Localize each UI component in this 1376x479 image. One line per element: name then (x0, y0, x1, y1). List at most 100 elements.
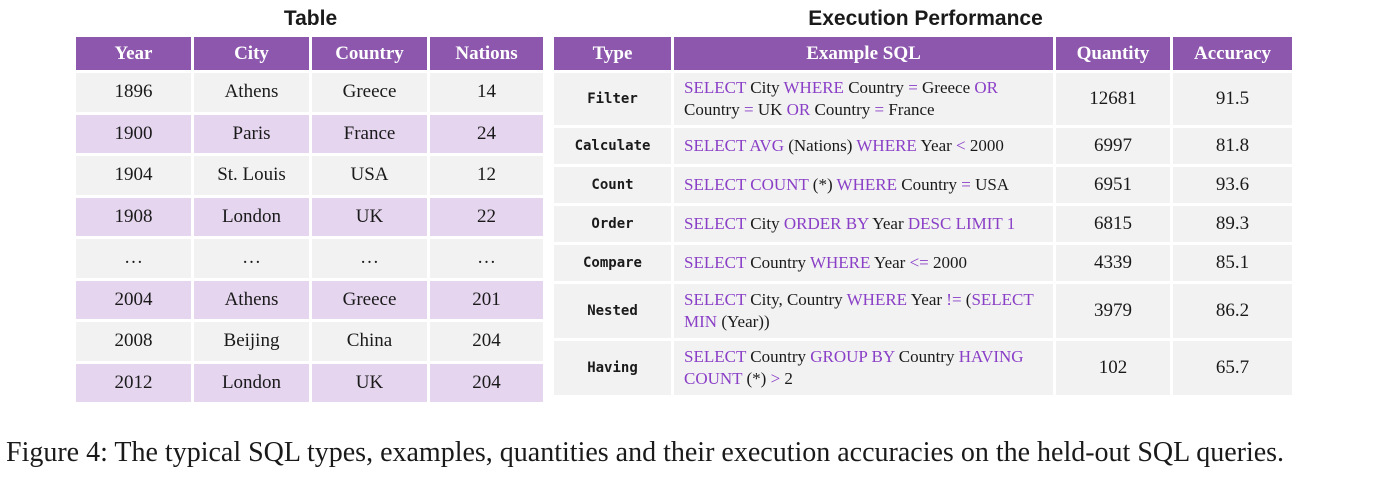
sql-keyword: WHERE (836, 175, 897, 194)
cell-year: 2004 (76, 280, 191, 319)
performance-table-body: Filter SELECT City WHERE Country = Greece… (554, 73, 1292, 395)
cell-year: 1900 (76, 114, 191, 153)
sql-text: Country (746, 347, 811, 366)
sql-text: Country (896, 175, 962, 194)
cell-quantity: 102 (1056, 341, 1170, 395)
cell-city: Athens (194, 280, 309, 319)
column-header-country: Country (312, 37, 427, 70)
cell-example-sql: SELECT Country GROUP BY Country HAVING C… (674, 341, 1053, 395)
sql-text: Country (843, 78, 909, 97)
cell-accuracy: 85.1 (1173, 245, 1292, 281)
cell-country: Greece (312, 73, 427, 112)
cell-year: … (76, 239, 191, 278)
sql-keyword: WHERE (783, 78, 844, 97)
cell-accuracy: 93.6 (1173, 167, 1292, 203)
sql-text: 2 (780, 369, 793, 388)
cell-accuracy: 91.5 (1173, 73, 1292, 125)
sql-keyword: = (961, 175, 971, 194)
cell-country: Greece (312, 280, 427, 319)
sql-keyword: = (743, 100, 754, 119)
sql-text: Country (810, 100, 875, 119)
table-row: ………… (76, 239, 543, 278)
cell-sql-type: Calculate (554, 128, 671, 164)
sql-text: (Nations) (783, 136, 857, 155)
cell-country: UK (312, 363, 427, 402)
sql-keyword: SELECT AVG (684, 136, 784, 155)
sql-keyword: != (946, 290, 962, 309)
sql-text: Country (894, 347, 959, 366)
cell-quantity: 6815 (1056, 206, 1170, 242)
cell-nations: … (430, 239, 543, 278)
sql-text: Greece (917, 78, 975, 97)
sql-keyword: WHERE (809, 253, 871, 272)
cell-nations: 14 (430, 73, 543, 112)
sql-text: (Year)) (717, 312, 770, 331)
cell-quantity: 6997 (1056, 128, 1170, 164)
cell-nations: 204 (430, 322, 543, 361)
cell-city: St. Louis (194, 156, 309, 195)
table-row: 2004 Athens Greece 201 (76, 280, 543, 319)
sql-keyword: SELECT MIN (684, 290, 1034, 331)
cell-example-sql: SELECT AVG (Nations) WHERE Year < 2000 (674, 128, 1053, 164)
cell-year: 1904 (76, 156, 191, 195)
cell-sql-type: Order (554, 206, 671, 242)
cell-accuracy: 89.3 (1173, 206, 1292, 242)
cell-example-sql: SELECT City WHERE Country = Greece OR Co… (674, 73, 1053, 125)
cell-example-sql: SELECT City, Country WHERE Year != (SELE… (674, 284, 1053, 338)
sql-keyword: SELECT (684, 253, 747, 272)
sql-keyword: = (908, 78, 918, 97)
sql-keyword: SELECT (684, 214, 747, 233)
sql-keyword: SELECT (684, 78, 747, 97)
table-row: 1896 Athens Greece 14 (76, 73, 543, 112)
sql-text: Year (868, 214, 908, 233)
data-table-body: 1896 Athens Greece 14 1900 Paris France 24 1904 S… (76, 73, 543, 402)
sql-text: ( (961, 290, 972, 309)
cell-accuracy: 81.8 (1173, 128, 1292, 164)
sql-text: Country (684, 100, 744, 119)
cell-city: … (194, 239, 309, 278)
table-row: Nested SELECT City, Country WHERE Year !=… (554, 284, 1292, 338)
sql-keyword: <= (909, 253, 929, 272)
cell-country: … (312, 239, 427, 278)
column-header-example-sql: Example SQL (674, 37, 1053, 70)
cell-city: London (194, 363, 309, 402)
cell-sql-type: Filter (554, 73, 671, 125)
cell-sql-type: Having (554, 341, 671, 395)
table-row: Order SELECT City ORDER BY Year DESC LIMI… (554, 206, 1292, 242)
sql-keyword: GROUP BY (810, 347, 895, 366)
sql-text: City (746, 78, 784, 97)
cell-nations: 12 (430, 156, 543, 195)
column-header-quantity: Quantity (1056, 37, 1170, 70)
cell-country: China (312, 322, 427, 361)
sql-text: 2000 (965, 136, 1004, 155)
table-row: 1908 London UK 22 (76, 197, 543, 236)
cell-year: 1896 (76, 73, 191, 112)
sql-keyword: OR (786, 100, 811, 119)
cell-sql-type: Compare (554, 245, 671, 281)
cell-year: 2012 (76, 363, 191, 402)
cell-accuracy: 86.2 (1173, 284, 1292, 338)
execution-performance-table: Type Example SQL Quantity Accuracy Filte… (551, 34, 1295, 398)
sql-text: 2000 (928, 253, 968, 272)
cell-sql-type: Nested (554, 284, 671, 338)
cell-example-sql: SELECT City ORDER BY Year DESC LIMIT 1 (674, 206, 1053, 242)
sql-keyword: SELECT COUNT (684, 175, 809, 194)
column-header-year: Year (76, 37, 191, 70)
table-row: Compare SELECT Country WHERE Year <= 2000… (554, 245, 1292, 281)
cell-example-sql: SELECT Country WHERE Year <= 2000 (674, 245, 1053, 281)
sql-text: Year (907, 290, 947, 309)
cell-quantity: 6951 (1056, 167, 1170, 203)
sql-keyword: ORDER BY (783, 214, 869, 233)
sql-keyword: OR (974, 78, 999, 97)
table-row: Filter SELECT City WHERE Country = Greece… (554, 73, 1292, 125)
cell-nations: 204 (430, 363, 543, 402)
table-row: Having SELECT Country GROUP BY Country HA… (554, 341, 1292, 395)
sql-keyword: HAVING COUNT (684, 347, 1024, 388)
sql-keyword: DESC LIMIT 1 (907, 214, 1016, 233)
cell-nations: 201 (430, 280, 543, 319)
column-header-type: Type (554, 37, 671, 70)
table-row: 1900 Paris France 24 (76, 114, 543, 153)
sql-text: City, Country (746, 290, 847, 309)
cell-quantity: 4339 (1056, 245, 1170, 281)
cell-country: France (312, 114, 427, 153)
